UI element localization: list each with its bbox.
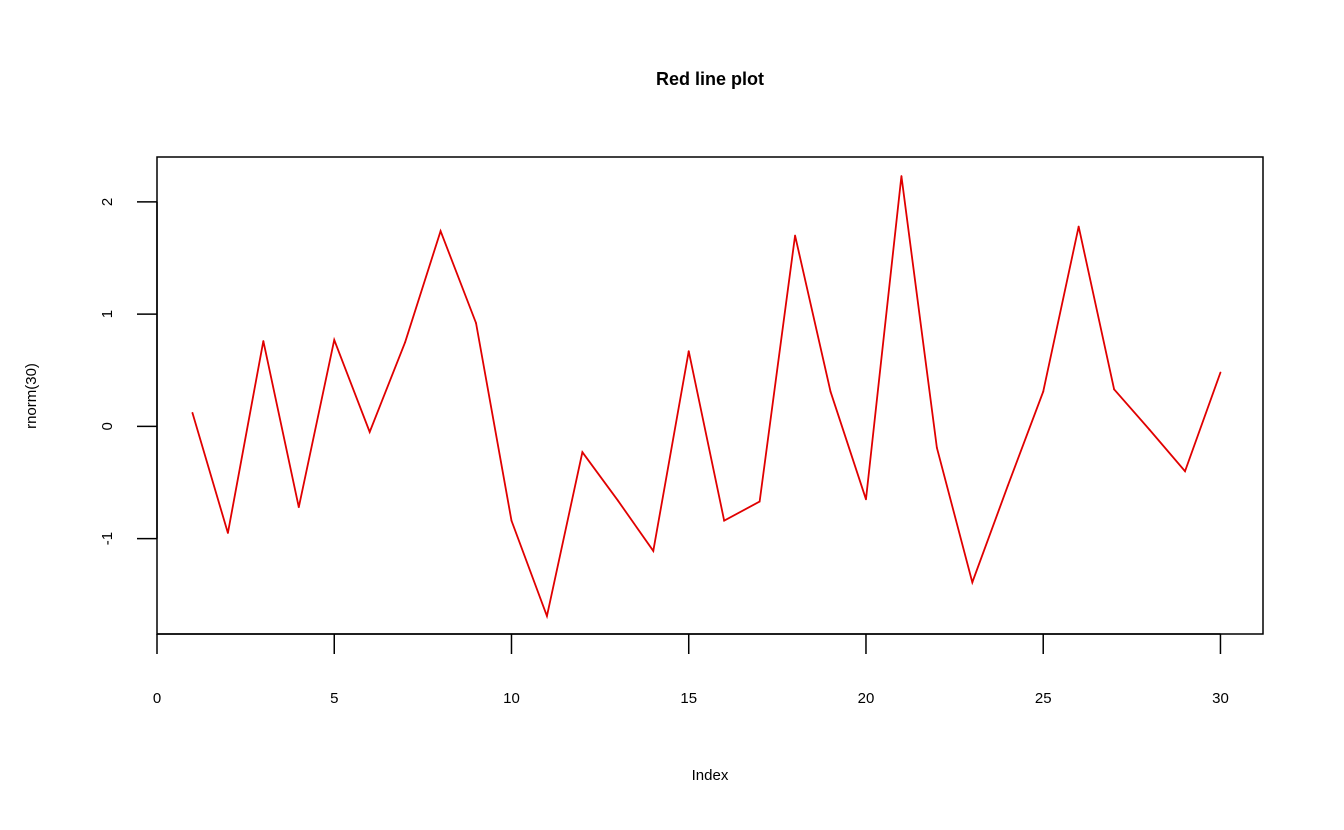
data-point: [687, 350, 690, 353]
data-point: [404, 341, 407, 344]
y-tick-label: -1: [99, 532, 116, 545]
y-tick-label: 0: [99, 422, 116, 430]
y-axis: -1 0 1 2: [99, 198, 158, 545]
data-point: [262, 340, 265, 342]
data-point: [758, 500, 761, 503]
data-point: [971, 581, 974, 584]
data-point: [1113, 388, 1116, 391]
x-tick-label: 5: [330, 690, 338, 707]
x-tick-label: 10: [503, 690, 520, 707]
data-point: [723, 519, 726, 522]
data-point: [333, 339, 336, 341]
data-point: [935, 446, 938, 449]
series-layer: [191, 175, 1222, 620]
data-point: [652, 550, 655, 552]
data-point: [1184, 470, 1186, 473]
data-point: [510, 519, 513, 522]
y-tick-label: 2: [99, 198, 116, 206]
data-point: [546, 615, 548, 617]
x-tick-label: 30: [1212, 690, 1229, 707]
data-point: [616, 499, 619, 502]
data-point: [581, 451, 584, 454]
data-point: [1148, 428, 1151, 431]
series-line: [191, 175, 1222, 620]
data-point: [191, 411, 194, 414]
data-point: [1077, 225, 1080, 228]
x-axis: 0 5 10 15 20 25 30: [153, 633, 1229, 707]
data-point: [1042, 390, 1045, 393]
data-point: [794, 234, 796, 237]
y-tick-label: 1: [99, 310, 116, 318]
x-tick-label: 25: [1035, 690, 1052, 707]
data-point: [439, 230, 442, 232]
data-point: [1006, 484, 1009, 487]
x-tick-label: 20: [858, 690, 875, 707]
x-tick-label: 15: [680, 690, 697, 707]
x-tick-label: 0: [153, 690, 161, 707]
data-point: [1219, 371, 1222, 374]
data-point: [297, 506, 300, 509]
chart-title: Red line plot: [656, 69, 764, 89]
data-point: [475, 322, 477, 325]
y-axis-label: rnorm(30): [23, 363, 40, 429]
data-point: [226, 532, 229, 534]
data-point: [900, 175, 903, 177]
data-point: [368, 431, 371, 433]
data-point: [865, 498, 867, 501]
data-point: [829, 390, 832, 393]
x-axis-label: Index: [692, 767, 729, 784]
